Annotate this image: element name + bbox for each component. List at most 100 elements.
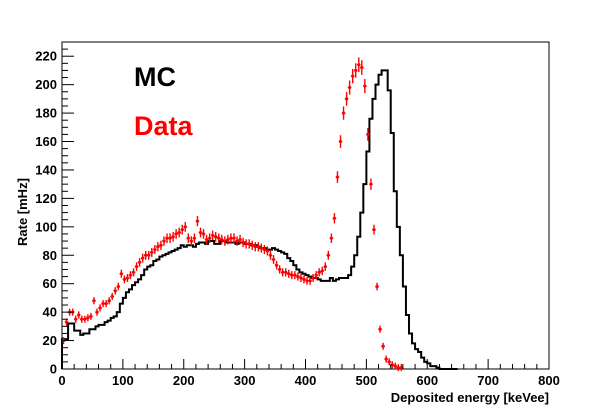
data-point — [335, 171, 340, 183]
data-point — [353, 63, 358, 78]
data-point — [107, 297, 111, 305]
data-point — [223, 236, 227, 246]
data-point — [131, 268, 136, 277]
data-point — [116, 282, 121, 291]
data-point — [216, 233, 221, 243]
data-point — [189, 236, 194, 246]
data-point — [360, 60, 364, 75]
y-tick-label: 0 — [50, 362, 57, 377]
data-point — [76, 311, 81, 319]
x-axis-label: Deposited energy [keVee] — [391, 390, 549, 405]
data-point — [195, 216, 200, 227]
data-point — [180, 224, 185, 235]
data-point — [122, 275, 127, 284]
data-point — [311, 274, 315, 282]
data-point — [247, 239, 251, 249]
data-point — [274, 260, 279, 270]
data-point — [302, 275, 306, 284]
data-point — [165, 233, 169, 243]
data-point — [232, 233, 236, 243]
axes: 0 100 200 300 400 500 600 700 800 0 20 40 60 80 100 120… — [35, 41, 560, 388]
data-point — [259, 243, 264, 253]
data-point — [372, 224, 376, 235]
data-point — [198, 227, 203, 238]
data-point — [210, 230, 215, 241]
y-axis-label: Rate [mHz] — [15, 178, 30, 246]
data-point — [159, 240, 163, 250]
y-tick-label: 140 — [35, 162, 57, 177]
data-point — [104, 300, 108, 308]
x-tick-label: 0 — [58, 373, 65, 388]
data-point — [134, 262, 139, 271]
data-point — [296, 272, 300, 281]
data-point — [369, 178, 373, 190]
data-point — [268, 250, 273, 260]
data-point — [277, 265, 282, 274]
data-point — [271, 255, 276, 264]
data-point — [125, 274, 130, 282]
data-point — [387, 358, 392, 366]
data-point — [162, 236, 166, 246]
data-point — [186, 233, 191, 243]
data-point — [101, 300, 105, 308]
x-tick-label: 700 — [477, 373, 499, 388]
y-tick-label: 100 — [35, 219, 57, 234]
data-point — [79, 315, 84, 323]
legend-mc-label: MC — [134, 62, 176, 92]
data-point — [341, 106, 346, 120]
data-point — [280, 268, 285, 277]
data-point — [201, 229, 206, 239]
data-point — [347, 80, 352, 95]
data-point — [219, 234, 224, 245]
data-point — [393, 362, 398, 370]
data-point — [338, 135, 343, 148]
y-tick-label: 180 — [35, 106, 57, 121]
data-point — [92, 297, 96, 305]
y-tick-label: 60 — [43, 276, 57, 291]
data-point — [381, 342, 385, 350]
data-point — [299, 274, 303, 282]
data-series — [61, 57, 404, 372]
data-point — [314, 271, 318, 280]
x-tick-label: 800 — [538, 373, 560, 388]
data-point — [229, 233, 233, 243]
data-point — [128, 271, 133, 280]
data-point — [149, 247, 154, 257]
data-point — [290, 271, 294, 280]
y-tick-label: 220 — [35, 49, 57, 64]
data-point — [384, 355, 388, 363]
data-point — [213, 231, 218, 242]
data-point — [283, 268, 288, 277]
y-tick-label: 80 — [43, 248, 57, 263]
data-point — [98, 304, 102, 312]
data-point — [192, 233, 197, 243]
data-point — [344, 92, 349, 106]
data-point — [265, 246, 270, 256]
x-tick-label: 200 — [173, 373, 195, 388]
data-point — [238, 234, 242, 245]
data-point — [253, 242, 258, 252]
data-point — [244, 239, 248, 249]
data-point — [293, 271, 297, 280]
data-point — [350, 68, 355, 84]
data-point — [119, 269, 124, 278]
data-point — [153, 245, 157, 255]
x-tick-label: 500 — [356, 373, 378, 388]
y-tick-label: 160 — [35, 134, 57, 149]
data-point — [375, 282, 379, 291]
data-point — [317, 268, 321, 277]
data-point — [329, 233, 334, 243]
plot-frame — [61, 41, 550, 370]
data-point — [113, 287, 118, 295]
data-point — [73, 315, 78, 323]
data-point — [89, 312, 93, 320]
data-point — [378, 325, 382, 333]
data-point — [207, 233, 212, 243]
data-point — [262, 245, 267, 255]
data-point — [366, 128, 370, 141]
data-point — [323, 262, 328, 271]
data-point — [308, 276, 312, 285]
data-point — [320, 266, 325, 276]
data-point — [305, 276, 309, 285]
